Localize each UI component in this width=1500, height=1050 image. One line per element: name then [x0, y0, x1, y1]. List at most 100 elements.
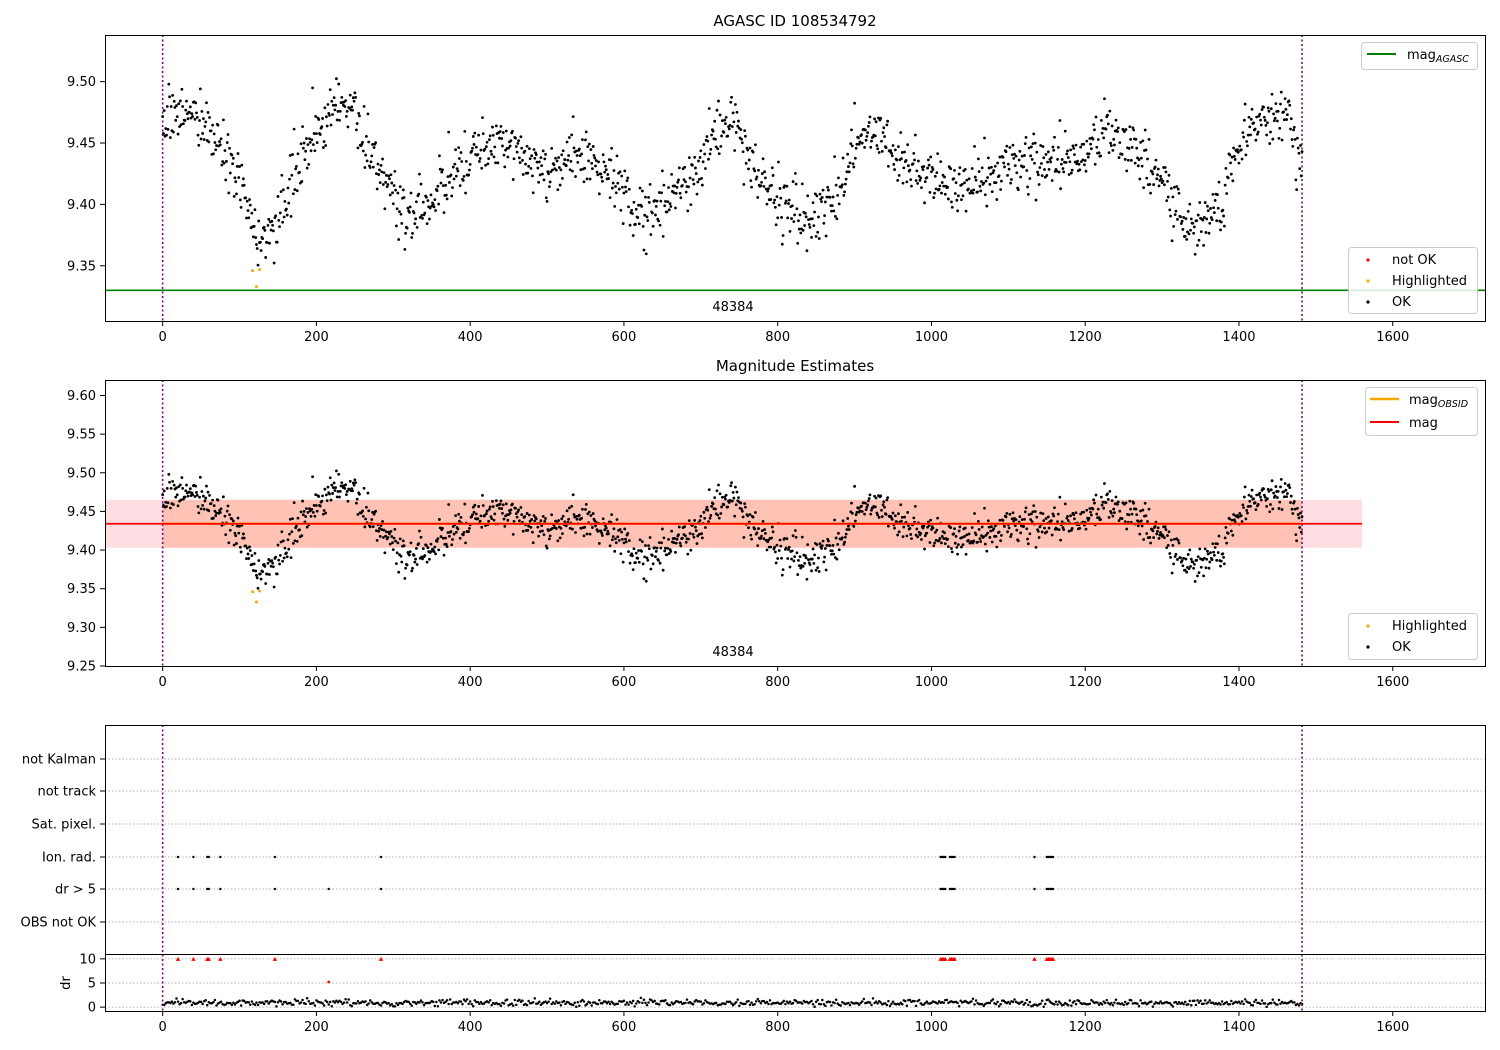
ok-point [889, 149, 893, 153]
ok-point [468, 168, 471, 172]
ok-point [748, 146, 752, 150]
dr-point [650, 999, 653, 1002]
ok-point [642, 248, 646, 252]
dr-point [289, 1001, 292, 1005]
ok-point [463, 502, 467, 506]
ok-point [484, 512, 488, 516]
ok-point [879, 494, 883, 498]
dr-point [1208, 999, 1212, 1002]
ok-point [487, 157, 491, 161]
ok-point [729, 100, 733, 104]
dr-point [547, 1000, 550, 1003]
ok-point [218, 143, 222, 147]
ok-point [308, 140, 312, 144]
ok-point [1141, 139, 1145, 143]
ok-point [270, 219, 274, 223]
dr-point [942, 1001, 946, 1005]
dr-point [885, 1003, 889, 1007]
ok-point [837, 531, 840, 535]
ok-point [214, 148, 218, 152]
ok-point [764, 176, 767, 180]
ok-point [377, 529, 381, 533]
ok-point [1059, 162, 1063, 166]
ok-point [326, 485, 330, 489]
ok-point [604, 526, 608, 530]
dr-point [284, 1000, 287, 1004]
ok-point [994, 534, 998, 538]
ok-point [646, 558, 650, 562]
ok-point [837, 548, 841, 552]
ok-point [717, 483, 720, 487]
ok-point [727, 127, 731, 131]
ok-point [648, 536, 652, 539]
ok-point [1072, 513, 1076, 517]
ok-point [1223, 183, 1227, 187]
ok-point [186, 494, 190, 498]
ok-point [1259, 123, 1263, 127]
ok-point [169, 487, 173, 490]
ok-point [348, 479, 352, 483]
ok-point [937, 187, 941, 191]
ok-point [719, 512, 723, 515]
ok-point [1112, 137, 1116, 141]
ok-point [279, 540, 283, 544]
ok-point [1206, 552, 1210, 556]
ok-point [663, 204, 667, 208]
ok-point [471, 146, 474, 150]
dr-point [364, 1000, 367, 1003]
flag-row-label: OBS not OK [21, 916, 97, 931]
ok-point [1053, 135, 1056, 139]
ok-point [763, 528, 767, 531]
ok-point [811, 201, 815, 205]
ok-point [1168, 208, 1172, 212]
ok-point [909, 533, 913, 536]
ok-point [215, 144, 218, 147]
dr-point [476, 1000, 480, 1004]
magnitude-estimates-panel: Magnitude Estimates 0 200 400 600 800 1000 120… [67, 357, 1486, 690]
agasc-legend-top: magAGASC [1361, 42, 1478, 70]
ok-point [462, 531, 466, 534]
ok-point [449, 173, 453, 177]
dr-point [559, 1003, 563, 1007]
ok-point [512, 157, 516, 161]
ok-point [787, 548, 790, 551]
ok-point [303, 520, 307, 524]
ok-point [296, 152, 300, 156]
dr-point [367, 1002, 370, 1005]
ok-point [1038, 166, 1042, 169]
ok-point [655, 199, 659, 203]
ok-point [874, 496, 878, 500]
ok-point [807, 223, 811, 226]
dr-point [847, 1001, 850, 1005]
ok-point [438, 167, 442, 171]
flag-point [1033, 887, 1036, 891]
dr-point [327, 1003, 330, 1006]
ok-point [399, 554, 403, 558]
ok-point [255, 243, 258, 246]
ok-point [454, 174, 458, 178]
ok-point [670, 172, 674, 176]
ok-point [688, 532, 692, 535]
dr-point [724, 1002, 727, 1006]
dr-point [645, 1003, 649, 1007]
dr-point [510, 1002, 513, 1005]
ok-point [269, 228, 273, 232]
ok-point [326, 103, 330, 106]
ok-point [1124, 501, 1128, 505]
ok-point [881, 131, 885, 134]
ok-point [1195, 219, 1199, 223]
ok-point [855, 142, 859, 146]
ok-point [207, 509, 211, 513]
ok-point [938, 184, 942, 188]
ok-point [330, 99, 334, 103]
ok-point [232, 195, 236, 198]
ok-point [544, 196, 548, 200]
ok-point [516, 141, 520, 145]
ok-point [982, 181, 986, 185]
magnitude-legend-top: magOBSID mag [1365, 387, 1478, 436]
ok-point [980, 534, 983, 538]
ok-point [765, 548, 769, 552]
ok-point [589, 514, 593, 517]
ok-point [228, 146, 231, 150]
agasc-legend-ok: OK [1392, 295, 1411, 310]
